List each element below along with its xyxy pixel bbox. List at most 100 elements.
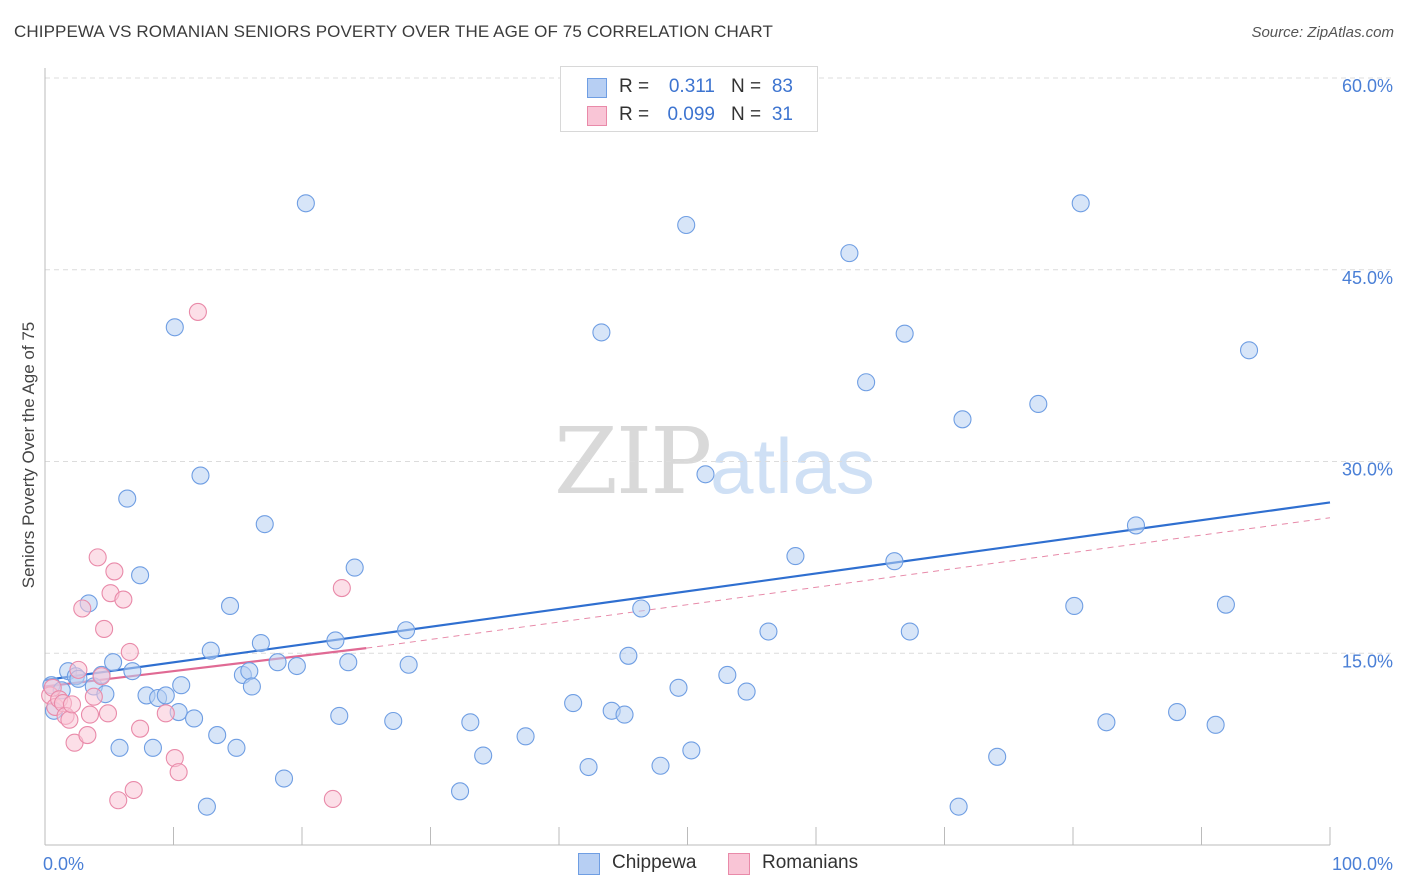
point-romanians <box>156 704 175 723</box>
point-chippewa <box>461 713 480 732</box>
point-chippewa <box>1071 194 1090 213</box>
y-tick-label: 60.0% <box>1342 76 1393 96</box>
point-chippewa <box>619 646 638 665</box>
bottom-legend-label: Romanians <box>762 852 859 873</box>
y-axis-label: Seniors Poverty Over the Age of 75 <box>19 322 38 588</box>
point-chippewa <box>857 373 876 392</box>
point-chippewa <box>564 694 583 713</box>
legend-n-value: 31 <box>771 104 793 125</box>
grid <box>45 77 1392 654</box>
point-chippewa <box>397 621 416 640</box>
point-chippewa <box>143 738 162 757</box>
point-chippewa <box>516 727 535 746</box>
point-chippewa <box>1239 341 1259 360</box>
bottom-legend-swatch-romanians <box>728 853 750 875</box>
legend-r-label: R = <box>619 104 650 125</box>
point-chippewa <box>330 706 349 725</box>
point-chippewa <box>131 566 150 585</box>
legend-n-value: 83 <box>771 76 793 97</box>
legend-r-value: 0.311 <box>668 76 715 97</box>
point-chippewa <box>895 324 914 343</box>
point-romanians <box>62 695 82 714</box>
point-romanians <box>120 642 139 662</box>
point-chippewa <box>840 244 859 263</box>
legend-swatch-romanians <box>587 106 607 126</box>
point-chippewa <box>399 655 418 674</box>
x-tick-label: 0.0% <box>43 854 84 874</box>
point-chippewa <box>165 318 184 337</box>
point-chippewa <box>191 466 210 485</box>
point-romanians <box>105 562 124 581</box>
point-chippewa <box>123 662 142 681</box>
point-romanians <box>124 780 143 800</box>
point-romanians <box>114 590 133 609</box>
y-tick-label: 30.0% <box>1342 460 1393 480</box>
data-points <box>41 68 1259 816</box>
bottom-legend: Chippewa Romanians <box>0 851 1406 881</box>
point-chippewa <box>949 797 968 816</box>
point-romanians <box>78 726 97 745</box>
point-chippewa <box>759 622 778 641</box>
point-chippewa <box>208 726 227 745</box>
point-chippewa <box>185 709 204 728</box>
point-chippewa <box>110 738 129 757</box>
point-chippewa <box>1029 394 1048 414</box>
point-chippewa <box>339 653 358 672</box>
point-chippewa <box>737 682 756 701</box>
point-chippewa <box>1168 703 1187 722</box>
point-chippewa <box>632 599 651 618</box>
point-chippewa <box>615 705 634 724</box>
point-chippewa <box>220 596 240 616</box>
point-chippewa <box>1206 715 1225 734</box>
x-tick-label: 100.0% <box>1332 854 1393 874</box>
point-chippewa <box>118 489 137 508</box>
chart-title: CHIPPEWA VS ROMANIAN SENIORS POVERTY OVE… <box>14 22 773 41</box>
legend-n-label: N = <box>731 76 762 97</box>
point-chippewa <box>651 756 670 775</box>
point-chippewa <box>1097 713 1116 732</box>
point-chippewa <box>1126 516 1146 535</box>
point-chippewa <box>296 194 315 213</box>
point-chippewa <box>682 741 701 760</box>
point-romanians <box>69 660 88 679</box>
point-chippewa <box>156 686 175 705</box>
point-romanians <box>80 705 100 724</box>
point-chippewa <box>1065 596 1084 616</box>
point-chippewa <box>172 676 191 695</box>
point-chippewa <box>197 797 216 816</box>
point-chippewa <box>326 631 345 650</box>
point-romanians <box>169 763 188 782</box>
point-romanians <box>323 789 342 809</box>
point-chippewa <box>384 711 403 731</box>
point-romanians <box>98 704 118 723</box>
point-romanians <box>88 548 107 567</box>
point-chippewa <box>255 515 274 534</box>
point-chippewa <box>227 738 246 757</box>
trend-ext-romanians <box>366 517 1331 649</box>
point-romanians <box>84 687 103 706</box>
point-romanians <box>332 579 351 598</box>
point-romanians <box>95 619 114 639</box>
point-chippewa <box>345 558 364 577</box>
watermark-atlas: atlas <box>710 422 875 510</box>
bottom-legend-swatch-chippewa <box>578 853 600 875</box>
point-chippewa <box>104 653 123 672</box>
point-chippewa <box>474 746 493 765</box>
point-romanians <box>92 667 111 686</box>
point-romanians <box>188 302 207 321</box>
point-chippewa <box>579 757 598 777</box>
legend-row-chippewa: R = 0.311 N = 83 <box>561 74 817 102</box>
point-chippewa <box>953 410 972 429</box>
point-chippewa <box>274 769 294 788</box>
legend: R = 0.311 N = 83 R = 0.099 N = 31 <box>560 66 818 132</box>
point-romanians <box>109 791 128 810</box>
legend-swatch-chippewa <box>587 78 607 98</box>
point-chippewa <box>988 747 1007 766</box>
tick-labels: 15.0% 30.0% 45.0% 60.0% 0.0% 100.0% <box>43 76 1393 874</box>
point-chippewa <box>451 782 470 801</box>
y-tick-label: 15.0% <box>1342 651 1393 671</box>
point-chippewa <box>201 641 220 660</box>
point-chippewa <box>240 662 259 681</box>
bottom-legend-label: Chippewa <box>612 852 697 873</box>
